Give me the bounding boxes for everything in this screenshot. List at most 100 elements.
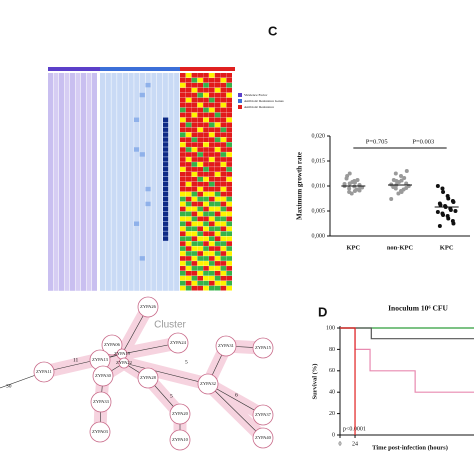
heatmap-cell	[180, 162, 186, 167]
heatmap-cell	[220, 162, 227, 167]
heatmap-cell	[191, 102, 198, 108]
heatmap-cell	[180, 226, 186, 232]
heatmap-cell	[209, 206, 215, 212]
heatmap-cell	[185, 221, 192, 227]
heatmap-cell	[180, 261, 186, 266]
heatmap-cell	[220, 221, 227, 227]
heatmap-cell	[180, 107, 186, 113]
heatmap-column	[48, 73, 53, 291]
panel-label: D	[318, 304, 327, 319]
heatmap-cell	[214, 206, 221, 212]
heatmap-cell	[185, 191, 192, 197]
heatmap-cell	[185, 157, 192, 162]
heatmap-cell	[139, 256, 145, 261]
heatmap-cell	[226, 285, 232, 291]
heatmap-cell	[197, 216, 203, 222]
x-tick-label: KPC	[440, 244, 454, 251]
heatmap-cell	[209, 226, 215, 232]
heatmap-cell	[214, 271, 221, 276]
heatmap-column	[111, 73, 117, 291]
data-point	[446, 196, 451, 201]
y-tick-label: 40	[329, 390, 335, 396]
heatmap-cell	[185, 167, 192, 172]
heatmap-cell	[191, 172, 198, 177]
heatmap-cell	[209, 147, 215, 152]
x-axis-label: Time post-infection (hours)	[372, 444, 448, 451]
heatmap-cell	[209, 176, 215, 182]
heatmap-column	[128, 73, 134, 291]
heatmap-cell	[191, 117, 198, 123]
heatmap-cell	[220, 167, 227, 172]
data-point	[342, 182, 347, 186]
heatmap-cell	[180, 112, 186, 118]
heatmap-cell	[226, 167, 232, 172]
heatmap-cell	[209, 285, 215, 291]
heatmap-cell	[203, 176, 209, 182]
heatmap-cell	[209, 137, 215, 142]
data-point	[347, 171, 352, 176]
heatmap-column	[117, 73, 123, 291]
heatmap-cell	[197, 97, 203, 103]
header-bar	[180, 67, 235, 71]
heatmap-cell	[226, 280, 232, 286]
heatmap-cell	[203, 206, 209, 212]
heatmap-cell	[209, 157, 215, 162]
heatmap-cell	[163, 236, 169, 241]
heatmap-cell	[203, 162, 209, 167]
heatmap-cell	[220, 206, 227, 212]
heatmap-cell	[180, 117, 186, 123]
heatmap-cell	[203, 147, 209, 152]
heatmap-cell	[214, 122, 221, 128]
panel-label: C	[268, 23, 278, 38]
heatmap-cell	[180, 246, 186, 251]
x-tick-label: KPC	[346, 244, 360, 251]
network: Cluster ZYPA26 ZYPA24 ZYPA06 ZYPA13 ZYPA19 ZYP…	[0, 296, 274, 451]
heatmap-cell	[197, 275, 203, 281]
heatmap-cell	[214, 186, 221, 192]
heatmap-cell	[220, 107, 227, 113]
heatmap-cell	[203, 211, 209, 217]
heatmap-cell	[197, 201, 203, 207]
heatmap-cell	[214, 127, 221, 133]
heatmap-cell	[197, 231, 203, 237]
heatmap-cell	[191, 216, 198, 222]
heatmap-cell	[214, 102, 221, 108]
y-tick-label: 0,015	[312, 158, 326, 164]
heatmap-cell	[226, 172, 232, 177]
heatmap-cell	[163, 147, 169, 152]
data-point	[355, 178, 360, 182]
heatmap-cell	[203, 275, 209, 281]
heatmap-cell	[220, 275, 227, 281]
heatmap-cell	[180, 186, 186, 192]
heatmap-cell	[191, 87, 198, 93]
heatmap-cell	[197, 241, 203, 246]
data-point	[345, 174, 350, 178]
heatmap-cell	[209, 97, 215, 103]
node	[92, 365, 114, 387]
heatmap-cell	[191, 107, 198, 113]
heatmap-cell	[185, 186, 192, 192]
heatmap-cell	[226, 152, 232, 157]
heatmap-cell	[220, 181, 227, 187]
heatmap-cell	[180, 92, 186, 98]
data-point	[453, 209, 458, 213]
heatmap-cell	[203, 122, 209, 128]
heatmap-cell	[191, 73, 198, 78]
heatmap-cell	[191, 82, 198, 88]
heatmap-cell	[197, 196, 203, 202]
heatmap-cell	[191, 241, 198, 246]
heatmap-cell	[197, 221, 203, 227]
heatmap-cell	[203, 186, 209, 192]
heatmap-cell	[197, 191, 203, 197]
heatmap-cell	[139, 152, 145, 157]
heatmap-cell	[203, 221, 209, 227]
data-point	[440, 186, 445, 191]
heatmap-cell	[226, 97, 232, 103]
data-point	[402, 176, 407, 180]
heatmap-cell	[203, 251, 209, 256]
heatmap-cell	[163, 181, 169, 187]
heatmap-cell	[203, 191, 209, 197]
heatmap-cell	[197, 82, 203, 88]
data-point	[399, 174, 403, 178]
heatmap-cell	[203, 201, 209, 207]
